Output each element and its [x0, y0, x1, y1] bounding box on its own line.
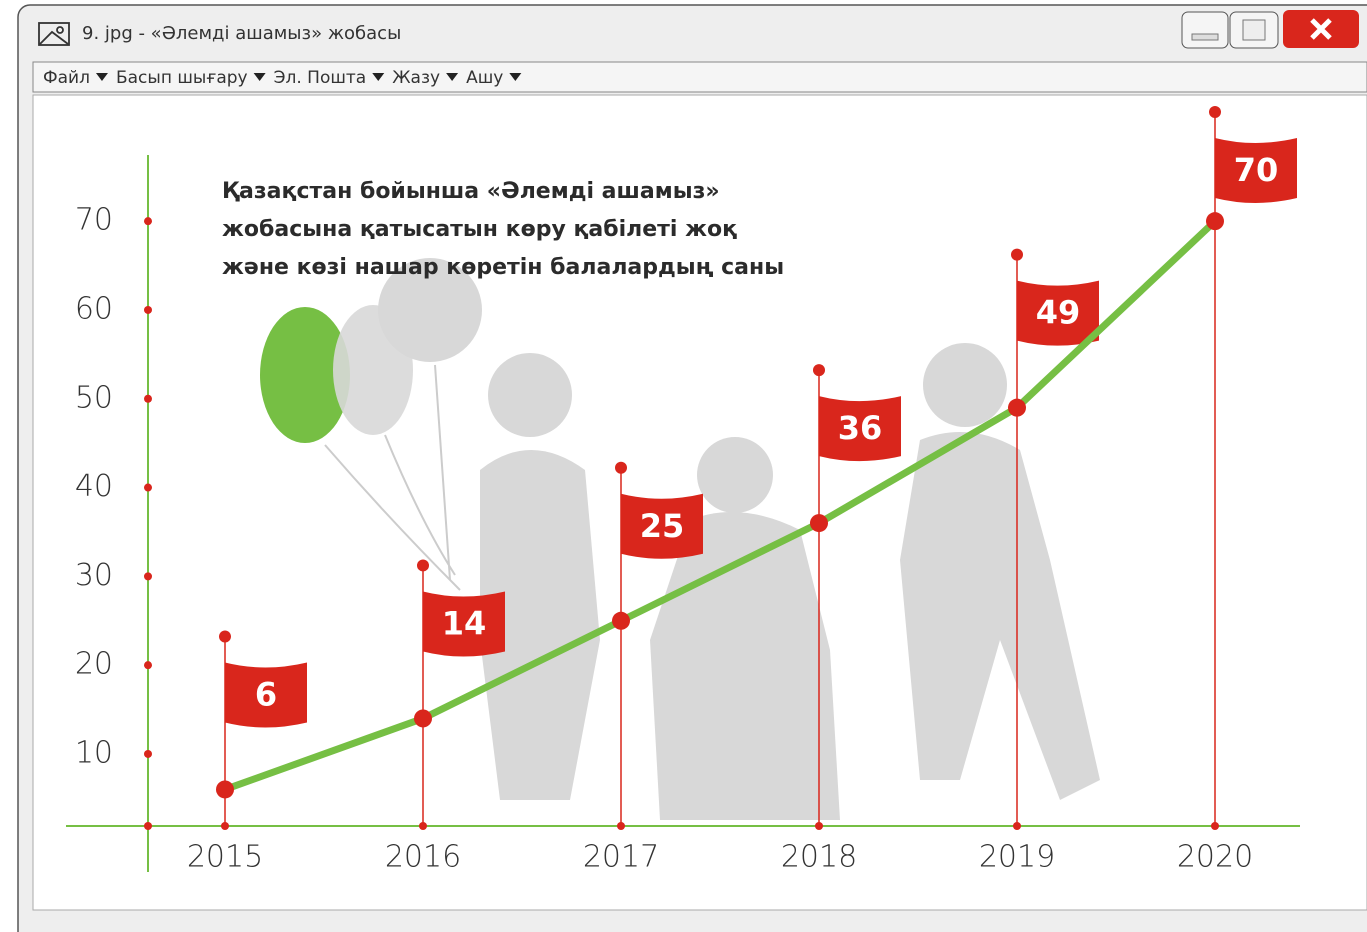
chart-title: және көзі нашар көретін балалардың саны — [222, 255, 784, 280]
window-buttons — [1181, 10, 1359, 49]
image-icon — [38, 22, 70, 46]
data-label: 25 — [640, 507, 685, 545]
y-tick-mark — [144, 217, 152, 226]
data-label: 49 — [1036, 294, 1081, 332]
pole-top — [615, 461, 627, 474]
minimize-button[interactable] — [1181, 11, 1229, 49]
data-label: 36 — [838, 409, 883, 447]
pole-foot — [1211, 822, 1219, 830]
data-label: 70 — [1234, 151, 1279, 189]
axis-dot — [144, 822, 152, 830]
y-tick-label: 60 — [75, 291, 113, 326]
x-tick-label: 2020 — [1177, 840, 1253, 875]
data-point — [1206, 212, 1224, 231]
x-tick-label: 2015 — [187, 840, 263, 875]
window-title: 9. jpg - «Әлемді ашамыз» жобасы — [82, 23, 401, 44]
flag — [1017, 280, 1099, 346]
y-tick-mark — [144, 394, 152, 403]
flag — [621, 493, 703, 559]
y-tick-mark — [144, 661, 152, 670]
flag — [1215, 138, 1297, 203]
y-tick-mark — [144, 749, 152, 758]
y-tick-label: 40 — [75, 469, 113, 504]
data-line — [223, 218, 1218, 793]
y-tick-mark — [144, 483, 152, 492]
data-point — [216, 780, 234, 799]
data-point — [810, 514, 828, 533]
x-tick-label: 2019 — [979, 840, 1055, 875]
menu-item[interactable]: Файл — [43, 68, 90, 88]
background-art — [260, 258, 1100, 820]
y-tick-label: 70 — [75, 203, 113, 238]
x-tick-label: 2017 — [583, 840, 659, 875]
chart: 10 20 30 40 50 60 70 Қазақстан бойынша «Әлемді … — [66, 106, 1300, 875]
pole-foot — [221, 822, 229, 830]
menu: Файл Басып шығару Эл. Пошта Жазу Ашу — [43, 68, 522, 88]
y-tick-mark — [144, 572, 152, 581]
pole-foot — [815, 822, 823, 830]
data-label: 14 — [442, 604, 487, 642]
pole-foot — [617, 822, 625, 830]
pole-top — [1011, 248, 1023, 261]
chart-title: жобасына қатысатын көру қабілеті жоқ — [222, 217, 737, 242]
x-tick-label: 2016 — [385, 840, 461, 875]
menu-item[interactable]: Басып шығару — [116, 68, 248, 88]
pole-top — [813, 364, 825, 377]
y-tick-label: 50 — [75, 380, 113, 415]
menu-item[interactable]: Эл. Пошта — [274, 68, 367, 88]
pole-top — [219, 630, 231, 643]
x-tick-label: 2018 — [781, 840, 857, 875]
y-tick-label: 20 — [75, 647, 113, 682]
menu-arrow — [95, 73, 108, 81]
pole-top — [1209, 106, 1221, 118]
y-tick-label: 30 — [75, 558, 113, 593]
flag — [819, 396, 901, 462]
flag — [225, 662, 307, 728]
y-tick-label: 10 — [75, 735, 113, 770]
menu-item[interactable]: Жазу — [392, 68, 440, 88]
menu-item[interactable]: Ашу — [466, 68, 503, 88]
pole-top — [417, 559, 429, 572]
pole-foot — [1013, 822, 1021, 830]
y-tick-mark — [144, 305, 152, 314]
data-point — [1008, 398, 1026, 417]
chart-title: Қазақстан бойынша «Әлемді ашамыз» — [222, 179, 720, 204]
flag — [423, 591, 505, 657]
pole-foot — [419, 822, 427, 830]
menu-bar — [32, 61, 1367, 93]
menu-arrow — [509, 73, 522, 81]
data-point — [414, 709, 432, 728]
data-point — [612, 611, 630, 630]
menu-arrow — [372, 73, 385, 81]
menu-arrow — [446, 73, 459, 81]
data-label: 6 — [255, 675, 277, 713]
menu-arrow — [253, 73, 266, 81]
